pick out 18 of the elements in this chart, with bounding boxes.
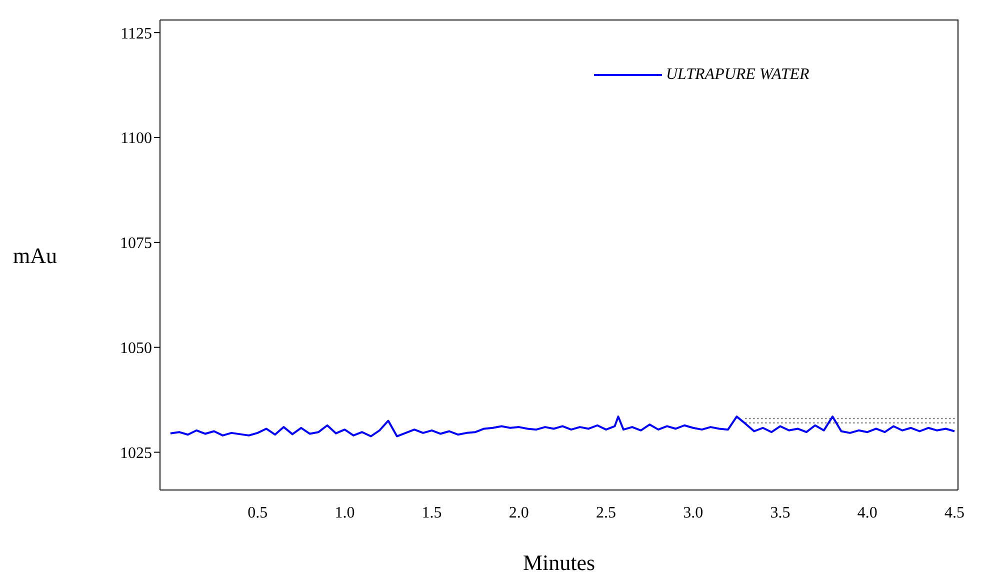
y-tick-label: 1025 — [120, 444, 152, 462]
x-tick-label: 4.5 — [944, 504, 965, 522]
x-tick-label: 4.0 — [857, 504, 878, 522]
x-tick-label: 3.0 — [683, 504, 704, 522]
x-tick-label: 2.5 — [596, 504, 616, 522]
y-tick-label: 1100 — [120, 130, 152, 148]
x-axis-title: Minutes — [522, 550, 596, 575]
legend-label: ULTRAPURE WATER — [666, 66, 810, 84]
y-tick-label: 1050 — [120, 340, 152, 357]
x-tick-label: 3.5 — [770, 504, 790, 522]
x-tick-label: 1.5 — [422, 504, 442, 522]
x-tick-label: 1.0 — [334, 504, 355, 522]
y-tick-label: 1125 — [120, 25, 152, 42]
x-tick-label: 2.0 — [508, 504, 529, 522]
y-axis-title: mAu — [13, 242, 57, 268]
y-tick-label: 1075 — [120, 235, 152, 252]
x-tick-label: 0.5 — [248, 504, 268, 522]
line-series — [169, 416, 956, 438]
